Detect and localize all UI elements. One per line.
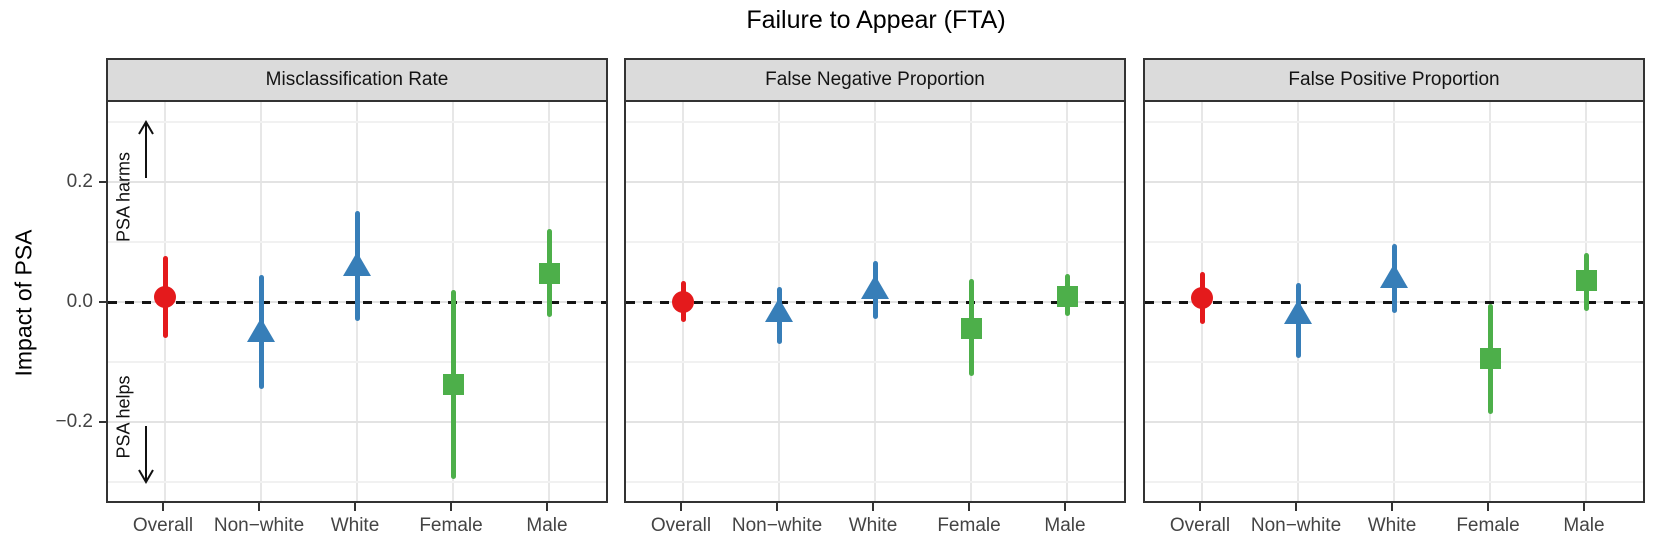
- x-tick-label: Overall: [1169, 515, 1231, 536]
- y-tick-label: −0.2: [55, 411, 93, 433]
- y-axis: 0.2 0.0 −0.2: [0, 102, 106, 501]
- horizontal-gridline-major: [1145, 181, 1643, 184]
- x-tick-mark: [1295, 503, 1297, 511]
- horizontal-gridline-major: [108, 421, 606, 424]
- plot-area: [1143, 102, 1645, 503]
- y-tick-mark: [99, 301, 106, 304]
- x-tick-mark: [1583, 503, 1585, 511]
- horizontal-gridline-minor: [1145, 361, 1643, 364]
- facet-strip: False Positive Proportion: [1143, 58, 1645, 102]
- plot-area: PSA harms PSA helps: [106, 102, 608, 503]
- psa-helps-annotation: PSA helps: [113, 375, 134, 459]
- x-tick-label: White: [1367, 515, 1417, 536]
- point-marker-triangle: [247, 317, 275, 342]
- horizontal-gridline-major: [626, 181, 1124, 184]
- x-tick-label: Overall: [650, 515, 712, 536]
- point-marker-square: [1479, 348, 1501, 370]
- x-tick-mark: [162, 503, 164, 511]
- horizontal-gridline-major: [626, 421, 1124, 424]
- x-tick-label: Female: [937, 515, 1001, 536]
- x-axis: Overall Non−white White Female Male: [624, 503, 1126, 551]
- x-tick-label: Non−white: [213, 515, 305, 536]
- point-marker-square: [1056, 285, 1078, 307]
- horizontal-gridline-minor: [1145, 481, 1643, 484]
- horizontal-gridline-minor: [1145, 241, 1643, 244]
- x-tick-mark: [258, 503, 260, 511]
- chart-title: Failure to Appear (FTA): [746, 6, 1006, 34]
- x-tick-mark: [1487, 503, 1489, 511]
- horizontal-gridline-minor: [626, 361, 1124, 364]
- facet-false-positive-proportion: False Positive Proportion Overall Non−whi…: [1143, 58, 1645, 551]
- facet-false-negative-proportion: False Negative Proportion Overall Non−whi…: [624, 58, 1126, 551]
- point-marker-square: [538, 262, 560, 284]
- horizontal-gridline-minor: [108, 481, 606, 484]
- x-tick-mark: [776, 503, 778, 511]
- y-tick-label: 0.0: [66, 291, 93, 313]
- y-tick-label: 0.2: [66, 171, 93, 193]
- horizontal-gridline-minor: [626, 241, 1124, 244]
- x-tick-mark: [354, 503, 356, 511]
- point-marker-triangle: [343, 251, 371, 276]
- x-axis: Overall Non−white White Female Male: [106, 503, 608, 551]
- x-tick-mark: [450, 503, 452, 511]
- point-marker-square: [960, 317, 982, 339]
- facet-strip-label: False Positive Proportion: [1288, 69, 1500, 90]
- point-marker-triangle: [861, 275, 889, 299]
- horizontal-gridline-minor: [108, 361, 606, 364]
- x-tick-mark: [1391, 503, 1393, 511]
- point-marker-square: [1575, 270, 1597, 292]
- x-tick-mark: [546, 503, 548, 511]
- plot-area: [624, 102, 1126, 503]
- y-tick-mark: [99, 181, 106, 184]
- x-tick-label: Male: [1044, 515, 1086, 536]
- x-tick-label: Male: [1563, 515, 1605, 536]
- point-marker-square: [442, 374, 464, 396]
- y-tick-mark: [99, 421, 106, 424]
- x-tick-label: Non−white: [1250, 515, 1342, 536]
- x-tick-mark: [1064, 503, 1066, 511]
- point-marker-circle: [1191, 287, 1213, 310]
- x-tick-mark: [680, 503, 682, 511]
- x-tick-label: White: [848, 515, 898, 536]
- x-tick-label: Male: [526, 515, 568, 536]
- x-tick-label: White: [330, 515, 380, 536]
- x-tick-label: Non−white: [731, 515, 823, 536]
- x-axis: Overall Non−white White Female Male: [1143, 503, 1645, 551]
- horizontal-gridline-major: [108, 181, 606, 184]
- point-marker-triangle: [1284, 299, 1312, 324]
- facet-strip-label: Misclassification Rate: [265, 69, 449, 90]
- x-tick-label: Female: [1456, 515, 1520, 536]
- horizontal-gridline-minor: [108, 121, 606, 124]
- facet-strip: Misclassification Rate: [106, 58, 608, 102]
- down-arrow-icon: [138, 426, 154, 484]
- point-marker-circle: [154, 286, 176, 308]
- horizontal-gridline-minor: [626, 121, 1124, 124]
- x-tick-mark: [872, 503, 874, 511]
- x-tick-label: Overall: [132, 515, 194, 536]
- point-marker-circle: [672, 290, 694, 313]
- x-tick-mark: [1199, 503, 1201, 511]
- up-arrow-icon: [138, 120, 154, 178]
- horizontal-gridline-minor: [626, 481, 1124, 484]
- facet-strip: False Negative Proportion: [624, 58, 1126, 102]
- point-marker-triangle: [765, 297, 793, 322]
- psa-harms-annotation: PSA harms: [113, 151, 134, 243]
- facet-strip-label: False Negative Proportion: [765, 69, 985, 90]
- x-tick-label: Female: [419, 515, 483, 536]
- facet-misclassification-rate: Misclassification Rate PSA harms PSA hel…: [106, 58, 608, 551]
- horizontal-gridline-minor: [1145, 121, 1643, 124]
- point-marker-triangle: [1380, 263, 1408, 288]
- horizontal-gridline-major: [1145, 421, 1643, 424]
- x-tick-mark: [968, 503, 970, 511]
